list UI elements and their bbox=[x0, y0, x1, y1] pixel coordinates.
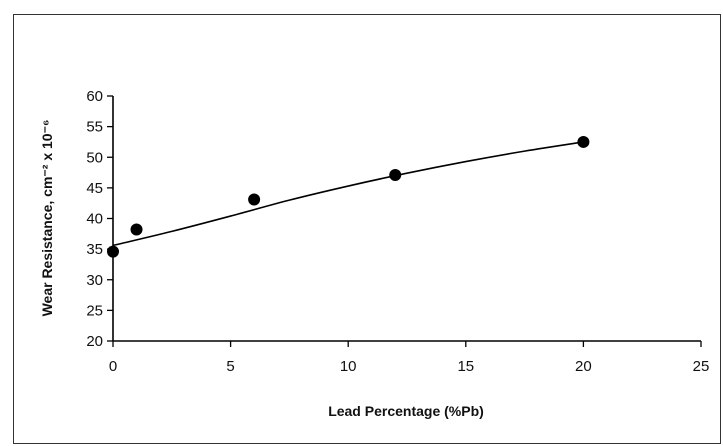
y-tick-label: 30 bbox=[86, 272, 103, 289]
trendline-group bbox=[112, 141, 584, 247]
y-tick-label: 45 bbox=[86, 180, 103, 197]
data-points bbox=[107, 135, 590, 258]
y-tick-label: 25 bbox=[86, 302, 103, 319]
data-point bbox=[389, 169, 402, 182]
data-point bbox=[107, 245, 119, 258]
data-point bbox=[577, 135, 590, 148]
y-tick-label: 60 bbox=[86, 88, 103, 105]
x-tick-label: 20 bbox=[575, 358, 592, 375]
x-tick-label: 5 bbox=[226, 358, 234, 375]
x-tick-label: 15 bbox=[457, 358, 474, 375]
x-tick-label: 10 bbox=[340, 358, 357, 375]
y-axis-title: Wear Resistance, cm⁻² x 10⁻⁶ bbox=[39, 120, 55, 317]
x-tick-label: 0 bbox=[109, 358, 117, 375]
y-tick-label: 35 bbox=[86, 241, 103, 258]
data-point bbox=[248, 193, 261, 206]
x-tick-label: 25 bbox=[693, 358, 710, 375]
y-tick-label: 20 bbox=[86, 333, 103, 350]
data-point bbox=[130, 223, 143, 236]
y-tick-label: 50 bbox=[86, 149, 103, 166]
x-axis-title: Lead Percentage (%Pb) bbox=[328, 403, 484, 419]
y-tick-label: 40 bbox=[86, 211, 103, 228]
y-tick-label: 55 bbox=[86, 119, 103, 136]
axes: 20 25 30 35 40 45 50 55 60 0 5 10 15 20 25 bbox=[86, 88, 709, 375]
trendline bbox=[112, 141, 584, 247]
